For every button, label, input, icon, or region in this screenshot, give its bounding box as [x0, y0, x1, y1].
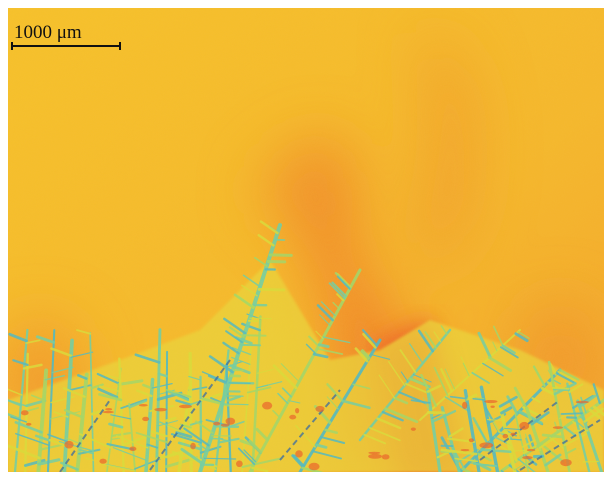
scale-label: 1000 μm [14, 22, 82, 43]
image-area [0, 8, 609, 481]
micrograph: 1000 μm [0, 0, 612, 481]
grain [8, 8, 604, 472]
page: 1000 μm (() => { const data = JSON.parse… [0, 0, 612, 481]
